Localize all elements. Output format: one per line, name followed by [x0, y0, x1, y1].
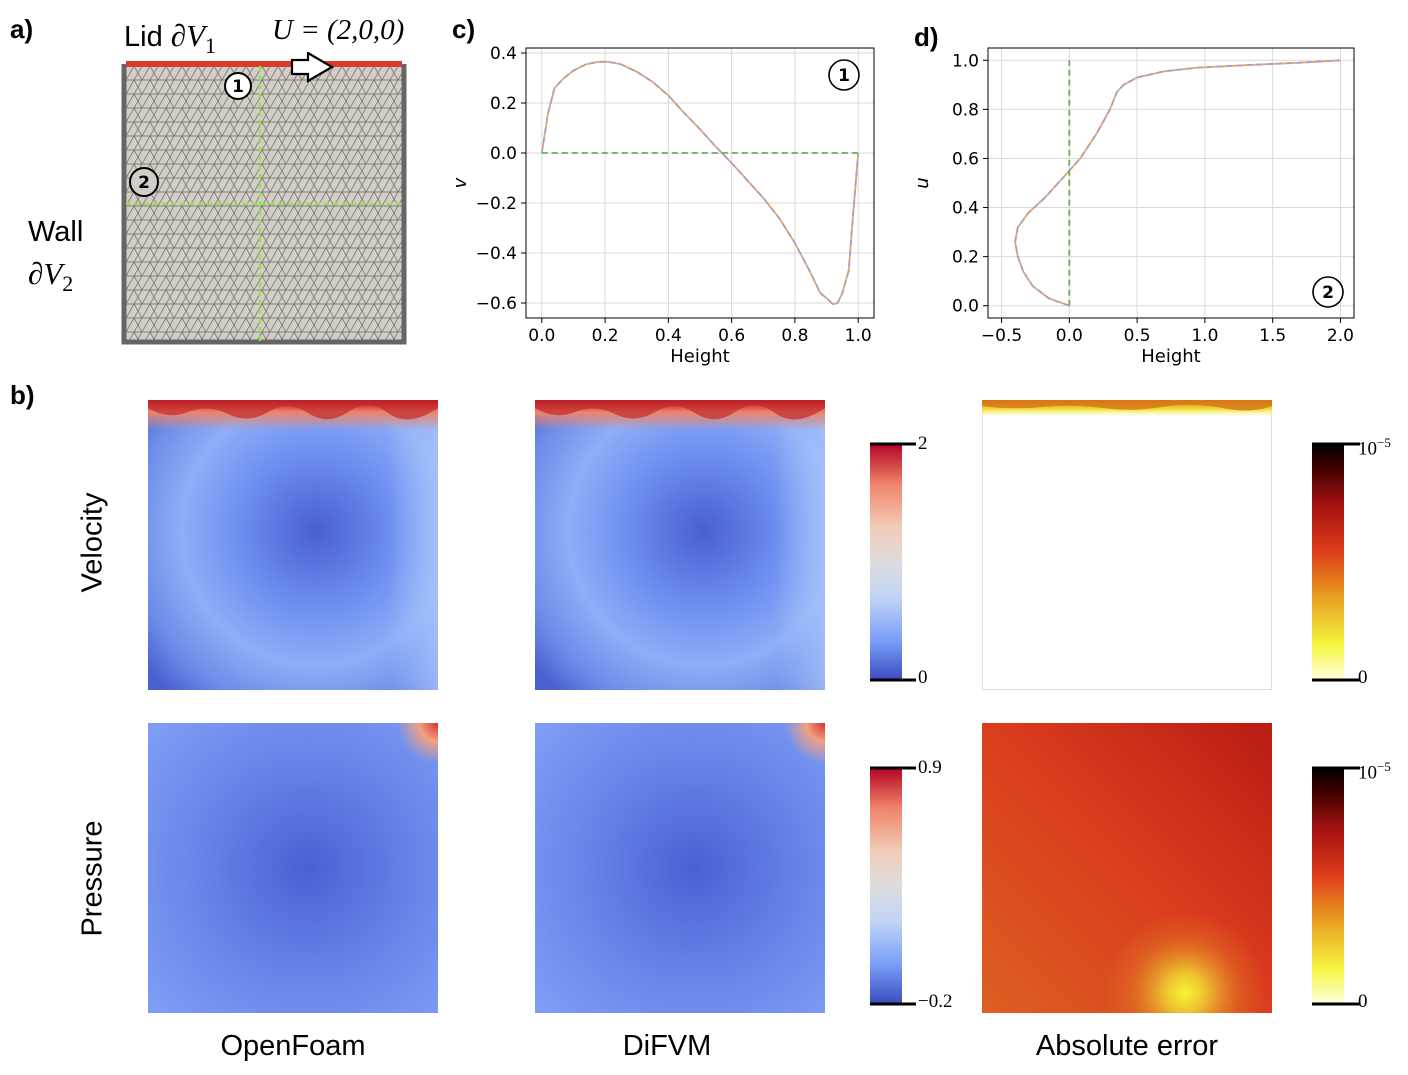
chart-c-series-0-line — [540, 60, 860, 306]
chart-c-xtick-label: 0.2 — [592, 326, 619, 346]
colorbar-velocity — [870, 442, 916, 682]
row-label-pressure: Pressure — [76, 820, 109, 937]
chart-d-grid — [988, 48, 1354, 318]
column-label-openfoam: OpenFoam — [220, 1030, 366, 1062]
chart-c-xtick-label: 0.4 — [655, 326, 682, 346]
chart-d-ylabel: u — [912, 177, 933, 188]
lid-arrow-icon — [290, 52, 335, 83]
panel-letter-a: a) — [10, 14, 34, 44]
chart-d-frame — [987, 47, 1355, 319]
chart-d-xtick-label: 2.0 — [1327, 326, 1354, 346]
chart-d-ytick-label: 0.4 — [952, 199, 979, 219]
chart-c: 0.0 0.2 0.4 0.6 0.8 1.0 0.4 0.2 0.0 −0.2 −0.4 −0.6 H… — [450, 44, 875, 367]
wall-boundary — [121, 64, 407, 345]
chart-d-series-0-line — [1014, 59, 1341, 307]
chart-d-ytick-label: 0.6 — [952, 149, 979, 169]
chart-c-xtick-label: 0.6 — [718, 326, 745, 346]
velocity-openfoam-field — [148, 400, 438, 690]
chart-c-xtick-label: 1.0 — [845, 326, 872, 346]
chart-c-series-1-line — [540, 60, 860, 306]
colorbar-error-velocity-max: 10−5 — [1358, 435, 1391, 460]
lid-velocity-label: U = (2,0,0) — [272, 14, 405, 46]
chart-c-grid — [526, 48, 874, 318]
chart-c-ytick-label: −0.6 — [476, 294, 517, 314]
wall-label: Wall — [28, 216, 84, 248]
chart-d-xtick-label: 0.5 — [1124, 326, 1151, 346]
colorbar-error-velocity — [1312, 442, 1360, 682]
chart-c-ylabel: v — [450, 177, 471, 188]
chart-d-ytick-label: 1.0 — [952, 51, 979, 71]
velocity-error-field — [982, 400, 1272, 690]
chart-c-marker-label: 1 — [838, 66, 850, 86]
chart-c-xlabel: Height — [670, 346, 730, 367]
wall-symbol: ∂V2 — [28, 256, 74, 296]
colorbar-error-pressure — [1312, 766, 1360, 1006]
colorbar-error-velocity-min: 0 — [1358, 667, 1368, 688]
mesh-diagram: 1 2 — [121, 52, 407, 345]
chart-d-xtick-label: 0.0 — [1056, 326, 1083, 346]
marker-1-label: 1 — [232, 77, 244, 97]
colorbar-pressure — [870, 766, 916, 1006]
marker-2-circle — [129, 167, 159, 197]
chart-c-frame — [525, 47, 875, 319]
chart-d-ytick-label: 0.8 — [952, 100, 979, 120]
chart-c-ytick-label: −0.2 — [476, 194, 517, 214]
marker-1-circle — [224, 72, 252, 100]
lid-label: Lid ∂V1 — [124, 18, 217, 58]
chart-d-ytick-label: 0.2 — [952, 248, 979, 268]
chart-c-marker-circle — [828, 59, 860, 91]
pressure-error-field — [982, 723, 1272, 1013]
column-label-absolute-error: Absolute error — [1035, 1030, 1219, 1062]
colorbar-error-pressure-min: 0 — [1358, 991, 1368, 1012]
chart-d-xtick-label: 1.5 — [1259, 326, 1286, 346]
chart-d-ytick-label: 0.0 — [952, 297, 979, 317]
velocity-difvm-field — [535, 400, 825, 690]
column-label-difvm: DiFVM — [622, 1030, 712, 1062]
colorbar-error-pressure-max: 10−5 — [1358, 759, 1391, 784]
chart-d-series-1-line — [1014, 59, 1341, 307]
colorbar-velocity-max: 2 — [918, 433, 928, 454]
colorbar-velocity-min: 0 — [918, 667, 928, 688]
chart-c-xtick-label: 0.0 — [528, 326, 555, 346]
chart-d: −0.5 0.0 0.5 1.0 1.5 2.01.00.80.60.40.20.0Hei… — [912, 47, 1355, 367]
chart-d-xlabel: Height — [1141, 346, 1201, 367]
pressure-openfoam-field — [148, 723, 438, 1013]
row-label-velocity: Velocity — [76, 492, 109, 593]
chart-d-marker-label: 2 — [1322, 283, 1334, 303]
chart-c-xtick-label: 0.8 — [781, 326, 808, 346]
chart-d-marker-circle — [1312, 276, 1344, 308]
chart-c-ytick-label: −0.4 — [476, 244, 517, 264]
chart-c-ytick-label: 0.4 — [490, 44, 517, 64]
pressure-difvm-field — [535, 723, 825, 1013]
marker-2-label: 2 — [138, 173, 150, 193]
colorbar-pressure-max: 0.9 — [918, 757, 942, 778]
colorbar-pressure-min: −0.2 — [918, 991, 953, 1012]
chart-d-xtick-label: 1.0 — [1191, 326, 1218, 346]
chart-d-xtick-label: −0.5 — [981, 326, 1022, 346]
panel-letter-c: c) — [452, 14, 476, 44]
panel-letter-b: b) — [10, 380, 35, 410]
panel-letter-d: d) — [914, 22, 939, 52]
chart-c-ytick-label: 0.2 — [490, 94, 517, 114]
chart-c-ytick-label: 0.0 — [490, 144, 517, 164]
